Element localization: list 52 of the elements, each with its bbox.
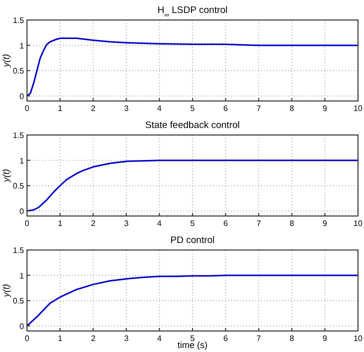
x-tick-label: 4	[157, 104, 162, 113]
y-tick-label: 1	[20, 156, 25, 166]
x-tick-label: 1	[58, 334, 63, 343]
x-tick-label: 6	[223, 334, 228, 343]
chart-title: PD control	[170, 235, 215, 246]
line-series	[26, 274, 359, 327]
y-tick-label: 1.5	[12, 16, 25, 25]
x-tick-label: 8	[290, 104, 295, 113]
x-tick-label: 2	[90, 334, 96, 343]
x-tick-label: 6	[223, 104, 228, 113]
x-tick-label: 8	[290, 219, 295, 228]
x-tick-label: 3	[124, 334, 130, 343]
x-tick-label: 4	[157, 219, 162, 228]
x-tick-label: 1	[58, 104, 63, 113]
y-tick-label: 1.5	[12, 246, 25, 255]
x-tick-label: 6	[223, 219, 228, 228]
x-tick-label: 4	[157, 334, 162, 343]
x-tick-label: 2	[90, 104, 96, 113]
y-tick-label: 1.5	[12, 131, 25, 140]
y-tick-label: 0.5	[12, 182, 25, 191]
x-tick-label: 2	[90, 219, 96, 228]
x-tick-label: 5	[190, 334, 196, 343]
x-tick-label: 3	[124, 104, 130, 113]
x-tick-label: 9	[322, 334, 328, 343]
line-series	[26, 37, 359, 97]
x-tick-label: 7	[256, 334, 262, 343]
y-axis-title: y(t)	[1, 284, 11, 298]
x-tick-label: 7	[256, 104, 262, 113]
x-tick-label: 10	[354, 219, 363, 228]
x-tick-label: 10	[354, 104, 363, 113]
y-axis-title: y(t)	[1, 54, 11, 68]
line-series	[26, 160, 359, 212]
x-tick-label: 8	[290, 334, 295, 343]
x-tick-label: 5	[190, 219, 196, 228]
y-tick-label: 0.5	[12, 296, 25, 306]
y-axis-title: y(t)	[1, 169, 11, 183]
y-tick-label: 1	[20, 41, 25, 50]
x-axis-title: time (s)	[178, 340, 208, 350]
y-tick-label: 0	[20, 322, 25, 331]
y-tick-label: 1	[20, 271, 25, 280]
x-tick-label: 3	[124, 219, 130, 228]
y-tick-label: 0.5	[12, 66, 25, 76]
x-tick-label: 1	[58, 219, 63, 228]
x-tick-label: 9	[322, 104, 328, 113]
x-tick-label: 7	[256, 219, 262, 228]
x-tick-label: 9	[322, 219, 328, 228]
y-tick-label: 0	[20, 92, 25, 101]
x-tick-label: 10	[354, 334, 363, 343]
chart-title: State feedback control	[145, 120, 240, 131]
y-tick-label: 0	[20, 206, 25, 216]
chart-title: H$_{∞}$ LSDP control	[157, 5, 228, 18]
x-tick-label: 5	[190, 104, 196, 113]
